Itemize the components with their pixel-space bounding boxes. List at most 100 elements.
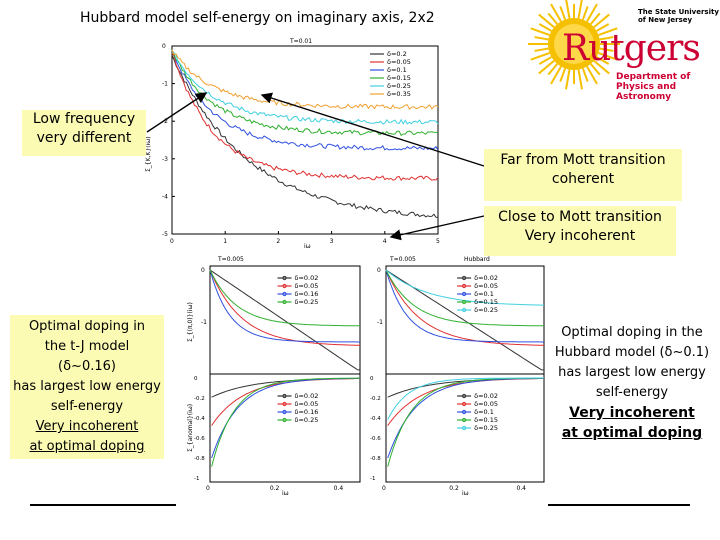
sun-ray [538, 23, 552, 32]
left-legend-marker [282, 275, 287, 281]
sun-ray [586, 66, 598, 85]
right-top-series-line [385, 269, 544, 346]
left-legend-label: δ=0.16 [295, 408, 319, 416]
sun-ray [538, 59, 555, 75]
right-top-series-line [385, 269, 544, 327]
sun-ray [596, 23, 610, 32]
right-bottom-ytick: -1 [370, 476, 375, 482]
left-temp-label: T=0.005 [217, 256, 244, 263]
sun-ray [534, 36, 549, 41]
right-top-ytick: 0 [377, 267, 381, 274]
left-legend-label: δ=0.02 [295, 274, 319, 282]
top-plot-legend-label: δ=0.05 [387, 58, 411, 66]
right-bottom-ytick: 0 [370, 376, 374, 382]
top-plot-legend-label: δ=0.1 [387, 66, 407, 74]
right-legend-marker [462, 283, 467, 289]
slide-title: Hubbard model self-energy on imaginary a… [80, 10, 435, 26]
left-legend-marker [282, 417, 287, 423]
sun-ray [593, 13, 610, 29]
sun-ray [547, 63, 559, 76]
right-legend-label: δ=0.15 [474, 298, 498, 306]
left-top-ylabel: Σ_{(π,0)}(iω) [187, 302, 194, 342]
top-plot-ytick: 0 [162, 43, 166, 50]
top-plot-temp-label: T=0.01 [289, 38, 312, 45]
left-legend-marker [282, 283, 287, 289]
right-bottom-ytick: -0.2 [370, 396, 381, 402]
sun-ray [565, 69, 571, 90]
left-bottom-frame [209, 373, 361, 483]
left-legend-label: δ=0.02 [295, 392, 319, 400]
top-plot-xtick: 2 [276, 238, 280, 245]
right-legend-label: δ=0.05 [474, 282, 498, 290]
left-bottom-ytick: 0 [194, 376, 198, 382]
note-tj-model: Optimal doping in the t-J model (δ~0.16)… [10, 315, 164, 459]
top-plot-ytick: -3 [162, 156, 168, 163]
left-legend-label: δ=0.16 [295, 290, 319, 298]
sun-ray [581, 68, 589, 82]
sun-ray [538, 56, 552, 65]
sun-ray [530, 27, 550, 37]
hubbard-label: Hubbard [464, 256, 490, 263]
right-legend-marker [462, 417, 467, 423]
right-legend-marker [462, 307, 467, 313]
left-top-frame [209, 265, 361, 375]
note-low-frequency: Low frequency very different [22, 110, 146, 156]
top-plot-legend-label: δ=0.35 [387, 90, 411, 98]
right-xtick: 0.4 [516, 485, 526, 492]
note-hubbard-model: Optimal doping in the Hubbard model (δ~0… [554, 325, 710, 441]
right-xtick: 0 [382, 485, 386, 492]
top-plot-series-line [171, 55, 439, 218]
right-legend-marker [462, 275, 467, 281]
university-line-2: of New Jersey [638, 16, 693, 24]
left-legend-marker [282, 393, 287, 399]
right-xlabel: iω [462, 490, 469, 497]
top-plot-legend-label: δ=0.15 [387, 74, 411, 82]
top-plot-xtick: 4 [383, 238, 387, 245]
sun-ray [586, 3, 598, 22]
right-legend-label: δ=0.1 [474, 290, 494, 298]
right-legend-marker [462, 291, 467, 297]
sun-ray [599, 36, 614, 41]
left-top-series-line [209, 269, 361, 371]
sun-ray [581, 6, 589, 20]
right-xtick: 0.2 [449, 485, 459, 492]
left-bottom-ylabel: Σ_{anomal}(iω) [187, 404, 194, 452]
rutgers-wordmark: Rutgers [562, 28, 701, 69]
right-bottom-ytick: -0.8 [370, 456, 381, 462]
right-legend-label: δ=0.02 [474, 274, 498, 282]
sun-ray [598, 51, 618, 61]
left-legend-marker [282, 401, 287, 407]
left-bottom-ytick: -0.8 [194, 456, 205, 462]
left-top-ytick: 0 [201, 267, 205, 274]
sun-ray [589, 12, 601, 25]
department-line-1: Department of [616, 72, 691, 82]
sun-ray [538, 13, 555, 29]
sun-ray [596, 56, 610, 65]
top-plot-xtick: 5 [436, 238, 440, 245]
right-legend-marker [462, 409, 467, 415]
left-bottom-ytick: -1 [194, 476, 199, 482]
top-plot-legend-label: δ=0.25 [387, 82, 411, 90]
right-bottom-series-line [387, 377, 544, 420]
left-legend-marker [282, 291, 287, 297]
department-line-2: Physics and Astronomy [616, 82, 677, 102]
right-legend-marker [462, 299, 467, 305]
sun-icon [528, 0, 620, 90]
right-legend-marker [462, 393, 467, 399]
sun-ray [577, 0, 583, 19]
top-plot-ytick: -1 [162, 81, 168, 88]
top-self-energy-plot: T=0.01 Σ_{K,K}(iω) iω 0 1 2 3 4 50-1-2-3-4-5 … [145, 38, 440, 250]
left-xtick: 0.4 [334, 485, 344, 492]
right-top-frame [385, 265, 545, 375]
left-bottom-ytick: -0.6 [194, 436, 205, 442]
left-legend-marker [282, 409, 287, 415]
right-legend-label: δ=0.05 [474, 400, 498, 408]
right-legend-label: δ=0.25 [474, 306, 498, 314]
sun-ray [534, 47, 549, 52]
left-xtick: 0.2 [270, 485, 280, 492]
left-bottom-ytick: -0.4 [194, 416, 205, 422]
sun-ray [547, 12, 559, 25]
university-line-1: The State University [638, 8, 719, 16]
top-plot-ytick: -5 [162, 231, 168, 238]
sun-ray [559, 6, 567, 20]
